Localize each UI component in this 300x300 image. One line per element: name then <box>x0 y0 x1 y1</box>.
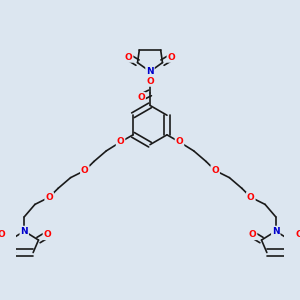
Text: O: O <box>44 230 51 239</box>
Text: O: O <box>137 93 145 102</box>
Text: O: O <box>249 230 256 239</box>
Text: O: O <box>176 137 183 146</box>
Text: O: O <box>167 53 175 62</box>
Text: O: O <box>146 77 154 86</box>
Text: O: O <box>125 53 133 62</box>
Text: O: O <box>45 193 53 202</box>
Text: O: O <box>247 193 255 202</box>
Text: O: O <box>117 137 124 146</box>
Text: O: O <box>81 166 89 175</box>
Text: O: O <box>295 230 300 239</box>
Text: N: N <box>20 226 28 236</box>
Text: N: N <box>146 67 154 76</box>
Text: O: O <box>211 166 219 175</box>
Text: O: O <box>0 230 5 239</box>
Text: N: N <box>272 226 280 236</box>
